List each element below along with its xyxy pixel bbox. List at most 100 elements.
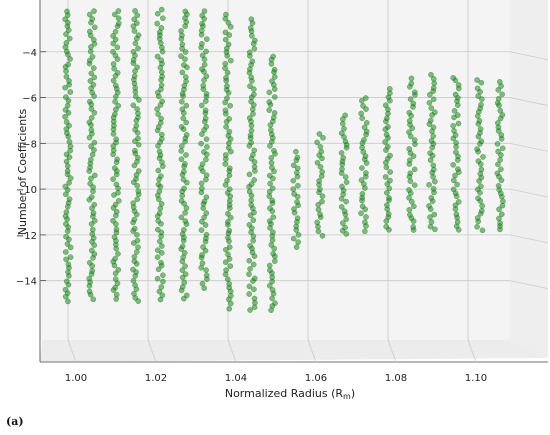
data-point: [250, 86, 257, 92]
data-point: [383, 189, 390, 196]
data-point: [320, 134, 326, 141]
data-point: [430, 85, 437, 91]
data-point: [134, 106, 140, 112]
data-point: [64, 102, 71, 109]
data-point: [62, 84, 68, 91]
data-point: [479, 227, 486, 234]
data-point: [111, 65, 118, 72]
data-point: [63, 158, 70, 165]
data-point: [66, 78, 72, 84]
data-point: [63, 31, 69, 37]
data-point: [318, 148, 325, 155]
data-point: [155, 266, 162, 273]
data-point: [179, 69, 186, 76]
data-point: [317, 144, 324, 150]
panel-caption: (a): [6, 415, 24, 428]
data-point: [179, 243, 186, 250]
data-point: [88, 114, 95, 121]
data-point: [246, 291, 253, 297]
data-point: [271, 66, 278, 73]
data-point: [135, 32, 142, 39]
data-point: [158, 115, 164, 122]
data-point: [406, 118, 413, 124]
data-point: [407, 170, 414, 177]
data-point: [63, 209, 70, 215]
data-point: [67, 175, 74, 181]
data-point: [270, 250, 277, 257]
data-point: [158, 173, 164, 179]
data-point: [183, 292, 190, 299]
data-point: [199, 260, 206, 267]
data-point: [431, 211, 438, 218]
data-point: [270, 114, 277, 121]
data-point: [407, 211, 413, 218]
data-point: [199, 52, 206, 59]
data-point: [359, 165, 365, 171]
data-point: [427, 223, 434, 230]
data-point: [387, 169, 394, 175]
data-point: [386, 195, 392, 201]
data-point: [410, 203, 417, 210]
data-point: [88, 127, 95, 133]
data-point: [183, 119, 190, 126]
data-point: [384, 202, 390, 208]
data-point: [317, 186, 323, 193]
data-point: [224, 177, 230, 184]
data-point: [178, 156, 185, 163]
data-point: [270, 53, 277, 60]
data-point: [65, 261, 72, 268]
data-point: [203, 172, 210, 179]
data-point: [67, 254, 74, 261]
data-point: [427, 117, 434, 124]
data-point: [475, 158, 482, 164]
data-point: [427, 150, 433, 156]
data-point: [406, 207, 413, 213]
data-point: [66, 196, 73, 203]
data-point: [182, 263, 188, 269]
data-point: [382, 174, 389, 180]
data-point: [453, 211, 460, 218]
data-point: [223, 74, 229, 81]
data-point: [63, 40, 70, 46]
data-point: [154, 275, 161, 282]
data-point: [248, 181, 255, 187]
y-side-grid-line: [509, 280, 549, 290]
data-point: [158, 131, 165, 138]
data-point: [181, 227, 187, 233]
data-point: [341, 208, 348, 214]
data-point: [112, 201, 119, 208]
data-point: [499, 145, 506, 152]
data-point: [295, 231, 302, 238]
y-tick-label: −6: [22, 94, 37, 105]
data-point: [500, 198, 506, 205]
data-point: [478, 166, 485, 173]
data-point: [247, 25, 254, 31]
data-point: [222, 259, 229, 266]
data-point: [158, 259, 164, 266]
data-point: [86, 11, 93, 18]
data-point: [384, 143, 391, 150]
data-point: [158, 6, 165, 13]
data-point: [226, 128, 233, 135]
data-point: [342, 174, 349, 180]
side-pane: [510, 0, 548, 358]
data-point: [226, 244, 233, 250]
data-point: [158, 201, 165, 207]
data-point: [131, 290, 137, 297]
data-point: [113, 226, 120, 233]
data-point: [135, 45, 141, 52]
data-point: [155, 111, 161, 117]
data-point: [133, 20, 140, 27]
data-point: [110, 61, 117, 67]
data-point: [63, 233, 69, 240]
data-point: [88, 175, 94, 182]
data-point: [266, 89, 273, 96]
data-point: [430, 186, 437, 192]
x-floor-grid-line: [467, 339, 477, 363]
data-point: [246, 171, 253, 178]
y-side-grid-line: [509, 51, 549, 61]
data-point: [222, 152, 229, 158]
data-point: [499, 91, 505, 98]
data-point: [227, 263, 234, 269]
